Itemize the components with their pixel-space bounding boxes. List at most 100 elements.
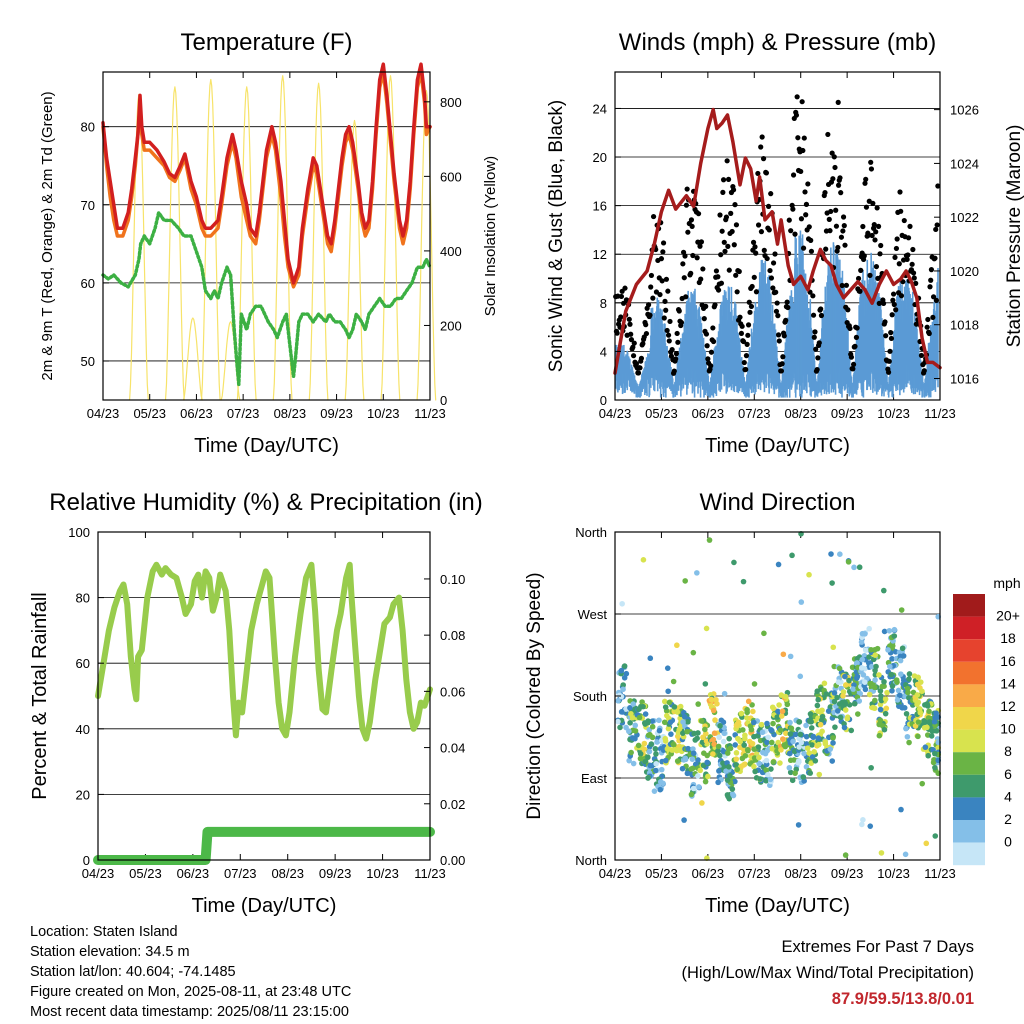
direction-point (763, 777, 769, 784)
direction-xtick-label: 11/23 (924, 866, 956, 881)
gust-point (835, 244, 841, 251)
humidity-frame (97, 531, 431, 861)
gust-point (731, 242, 737, 248)
winds-y2tick-label: 1026 (950, 103, 979, 118)
direction-point (713, 696, 719, 703)
temperature-ytick-label: 50 (81, 354, 95, 369)
direction-point (814, 688, 821, 695)
gust-point (808, 237, 814, 243)
gust-point (803, 201, 810, 207)
gust-point (688, 270, 694, 276)
direction-point (657, 779, 664, 785)
winds-xtick-label: 06/23 (692, 406, 725, 421)
direction-ylabel: Direction (Colored By Speed) (524, 572, 545, 819)
solar-insolation-line (164, 86, 185, 401)
gust-point (876, 300, 882, 306)
total-rainfall-line (93, 826, 435, 865)
gust-point (783, 317, 789, 323)
gust-point (733, 222, 740, 228)
direction-point (765, 734, 771, 741)
direction-point (797, 731, 804, 738)
gust-point (715, 274, 721, 280)
gust-point (755, 170, 761, 177)
legend-label: 18 (1000, 630, 1016, 646)
legend-label: 6 (1004, 766, 1012, 782)
direction-point (770, 759, 777, 765)
gust-point (676, 308, 682, 314)
gust-point (770, 260, 777, 266)
direction-point (768, 766, 774, 772)
direction-point (841, 724, 848, 731)
winds-xtick-label: 05/23 (645, 406, 678, 421)
direction-point (778, 747, 784, 753)
direction-point (842, 673, 848, 680)
gust-point (684, 186, 690, 192)
direction-point (717, 752, 723, 759)
gust-point (860, 223, 866, 230)
gust-point (838, 234, 845, 240)
direction-point (763, 757, 770, 764)
gust-point (724, 158, 730, 164)
direction-point (851, 564, 857, 571)
temperature-xlabel: Time (Day/UTC) (194, 435, 339, 457)
direction-point (729, 786, 736, 792)
gust-point (786, 217, 792, 223)
direction-point (825, 708, 832, 714)
direction-point (837, 714, 844, 721)
direction-point (690, 750, 697, 757)
gust-point (800, 147, 806, 154)
direction-point (931, 756, 937, 763)
humidity-xlabel: Time (Day/UTC) (192, 895, 337, 917)
gust-point (904, 256, 910, 263)
gust-point (643, 330, 650, 337)
direction-point (664, 712, 670, 719)
direction-point (720, 760, 726, 766)
gust-point (729, 228, 735, 235)
direction-point (651, 788, 658, 794)
gust-point (930, 294, 937, 300)
gust-point (873, 229, 879, 235)
gust-point (815, 355, 821, 361)
direction-point (871, 705, 878, 712)
gust-point (628, 331, 634, 337)
humidity-xtick-label: 04/23 (82, 866, 115, 881)
legend-swatch (953, 684, 985, 707)
direction-point (884, 689, 890, 696)
legend-swatch (953, 616, 985, 640)
direction-xtick-label: 04/23 (599, 866, 632, 881)
gust-point (660, 249, 666, 255)
direction-point (645, 754, 651, 761)
elevation-text: Station elevation: 34.5 m (30, 944, 190, 960)
gust-point (703, 303, 709, 309)
direction-point (901, 705, 908, 711)
humidity-y2tick-label: 0.00 (440, 853, 465, 868)
gust-point (665, 288, 671, 294)
gust-point (828, 208, 834, 215)
direction-point (877, 706, 884, 713)
recent-timestamp-text: Most recent data timestamp: 2025/08/11 2… (30, 1004, 349, 1020)
gust-point (628, 337, 635, 343)
gust-point (803, 212, 809, 218)
direction-point (751, 755, 758, 761)
gust-point (894, 236, 900, 242)
gust-point (877, 251, 883, 257)
legend-swatch (953, 820, 985, 843)
direction-point (921, 724, 928, 731)
gust-point (835, 99, 841, 105)
direction-point (775, 708, 781, 715)
gust-point (886, 358, 892, 364)
direction-point (755, 744, 762, 750)
direction-point (667, 719, 674, 725)
gust-point (909, 261, 915, 267)
direction-point (860, 817, 866, 823)
temp-9m-line (101, 70, 432, 289)
direction-point (848, 727, 855, 734)
direction-point (932, 833, 939, 839)
gust-point (779, 361, 785, 367)
direction-point (902, 851, 909, 858)
gust-point (662, 298, 668, 304)
direction-point (814, 702, 821, 709)
pressure-line (613, 107, 942, 375)
gust-point (758, 229, 765, 235)
direction-point (620, 682, 626, 688)
